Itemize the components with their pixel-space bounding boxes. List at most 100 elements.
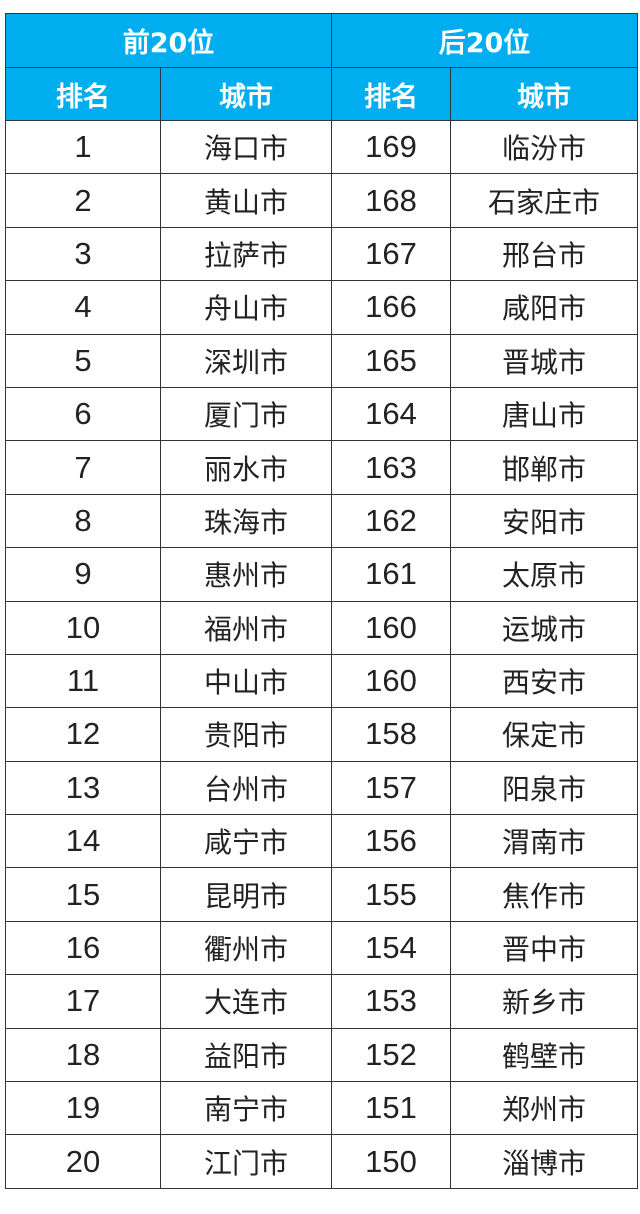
table-row: 18 益阳市 152 鹤壁市 bbox=[5, 1027, 639, 1083]
bottom-rank-cell: 160 bbox=[331, 653, 452, 709]
top-20-header: 前20位 bbox=[4, 13, 333, 68]
bottom-rank-cell: 155 bbox=[331, 867, 452, 922]
top-rank-cell: 1 bbox=[5, 119, 161, 175]
table-row: 17 大连市 153 新乡市 bbox=[5, 974, 639, 1029]
top-rank-cell: 12 bbox=[5, 707, 161, 762]
city-ranking-table: 前20位 后20位 排名 城市 排名 城市 1 海口市 169 临汾市 2 黄山市 168 石… bbox=[4, 13, 639, 1189]
table-row: 8 珠海市 162 安阳市 bbox=[5, 493, 639, 549]
top-city-cell: 益阳市 bbox=[159, 1027, 333, 1083]
bottom-city-cell: 新乡市 bbox=[450, 974, 639, 1029]
top-rank-cell: 11 bbox=[5, 653, 161, 709]
bottom-city-cell: 运城市 bbox=[450, 600, 639, 655]
top-city-cell: 江门市 bbox=[159, 1134, 333, 1189]
table-row: 4 舟山市 166 咸阳市 bbox=[5, 280, 639, 335]
bottom-rank-cell: 152 bbox=[331, 1027, 452, 1083]
bottom-city-cell: 郑州市 bbox=[450, 1081, 639, 1136]
bottom-city-cell: 渭南市 bbox=[450, 814, 639, 869]
table-row: 3 拉萨市 167 邢台市 bbox=[5, 226, 639, 282]
top-city-cell: 珠海市 bbox=[159, 493, 333, 549]
top-city-cell: 丽水市 bbox=[159, 440, 333, 495]
table-row: 1 海口市 169 临汾市 bbox=[5, 119, 639, 175]
bottom-city-cell: 安阳市 bbox=[450, 493, 639, 549]
bottom-city-cell: 西安市 bbox=[450, 653, 639, 709]
top-city-cell: 海口市 bbox=[159, 119, 333, 175]
top-city-cell: 台州市 bbox=[159, 760, 333, 816]
top-city-cell: 拉萨市 bbox=[159, 226, 333, 282]
top-city-cell: 黄山市 bbox=[159, 173, 333, 228]
bottom-rank-cell: 154 bbox=[331, 920, 452, 976]
top-rank-cell: 15 bbox=[5, 867, 161, 922]
bottom-city-cell: 晋城市 bbox=[450, 333, 639, 388]
top-city-cell: 贵阳市 bbox=[159, 707, 333, 762]
top-city-header: 城市 bbox=[159, 67, 333, 121]
bottom-city-cell: 保定市 bbox=[450, 707, 639, 762]
top-city-cell: 福州市 bbox=[159, 600, 333, 655]
bottom-20-header: 后20位 bbox=[331, 13, 639, 68]
table-row: 10 福州市 160 运城市 bbox=[5, 600, 639, 655]
bottom-rank-cell: 166 bbox=[331, 280, 452, 335]
top-city-cell: 大连市 bbox=[159, 974, 333, 1029]
bottom-rank-cell: 164 bbox=[331, 386, 452, 442]
top-rank-cell: 19 bbox=[5, 1081, 161, 1136]
bottom-city-cell: 临汾市 bbox=[450, 119, 639, 175]
bottom-city-cell: 唐山市 bbox=[450, 386, 639, 442]
table-row: 20 江门市 150 淄博市 bbox=[5, 1134, 639, 1189]
table-row: 14 咸宁市 156 渭南市 bbox=[5, 814, 639, 869]
top-rank-cell: 18 bbox=[5, 1027, 161, 1083]
bottom-city-cell: 淄博市 bbox=[450, 1134, 639, 1189]
table-row: 19 南宁市 151 郑州市 bbox=[5, 1081, 639, 1136]
top-rank-cell: 20 bbox=[5, 1134, 161, 1189]
table-row: 13 台州市 157 阳泉市 bbox=[5, 760, 639, 816]
bottom-rank-cell: 161 bbox=[331, 547, 452, 602]
top-city-cell: 衢州市 bbox=[159, 920, 333, 976]
bottom-rank-cell: 169 bbox=[331, 119, 452, 175]
bottom-city-cell: 阳泉市 bbox=[450, 760, 639, 816]
table-row: 5 深圳市 165 晋城市 bbox=[5, 333, 639, 388]
top-city-cell: 昆明市 bbox=[159, 867, 333, 922]
bottom-rank-cell: 163 bbox=[331, 440, 452, 495]
bottom-rank-cell: 153 bbox=[331, 974, 452, 1029]
bottom-rank-cell: 157 bbox=[331, 760, 452, 816]
group-header-row: 前20位 后20位 bbox=[4, 13, 639, 68]
top-rank-header: 排名 bbox=[5, 67, 161, 121]
top-rank-cell: 16 bbox=[5, 920, 161, 976]
table-row: 9 惠州市 161 太原市 bbox=[5, 547, 639, 602]
bottom-rank-cell: 167 bbox=[331, 226, 452, 282]
top-rank-cell: 7 bbox=[5, 440, 161, 495]
bottom-rank-cell: 150 bbox=[331, 1134, 452, 1189]
bottom-rank-cell: 165 bbox=[331, 333, 452, 388]
top-city-cell: 咸宁市 bbox=[159, 814, 333, 869]
bottom-city-cell: 邯郸市 bbox=[450, 440, 639, 495]
column-header-row: 排名 城市 排名 城市 bbox=[5, 67, 639, 121]
top-rank-cell: 2 bbox=[5, 173, 161, 228]
bottom-rank-cell: 156 bbox=[331, 814, 452, 869]
top-rank-cell: 17 bbox=[5, 974, 161, 1029]
bottom-city-header: 城市 bbox=[450, 67, 639, 121]
table-row: 12 贵阳市 158 保定市 bbox=[5, 707, 639, 762]
bottom-rank-cell: 168 bbox=[331, 173, 452, 228]
table-row: 2 黄山市 168 石家庄市 bbox=[5, 173, 639, 228]
table-row: 6 厦门市 164 唐山市 bbox=[5, 386, 639, 442]
top-rank-cell: 8 bbox=[5, 493, 161, 549]
top-rank-cell: 14 bbox=[5, 814, 161, 869]
top-rank-cell: 13 bbox=[5, 760, 161, 816]
bottom-city-cell: 焦作市 bbox=[450, 867, 639, 922]
bottom-city-cell: 邢台市 bbox=[450, 226, 639, 282]
bottom-rank-cell: 162 bbox=[331, 493, 452, 549]
table-row: 16 衢州市 154 晋中市 bbox=[5, 920, 639, 976]
bottom-rank-cell: 160 bbox=[331, 600, 452, 655]
top-city-cell: 南宁市 bbox=[159, 1081, 333, 1136]
bottom-city-cell: 石家庄市 bbox=[450, 173, 639, 228]
bottom-city-cell: 晋中市 bbox=[450, 920, 639, 976]
bottom-rank-cell: 151 bbox=[331, 1081, 452, 1136]
top-rank-cell: 5 bbox=[5, 333, 161, 388]
top-city-cell: 中山市 bbox=[159, 653, 333, 709]
top-rank-cell: 3 bbox=[5, 226, 161, 282]
table-row: 7 丽水市 163 邯郸市 bbox=[5, 440, 639, 495]
top-city-cell: 舟山市 bbox=[159, 280, 333, 335]
bottom-rank-cell: 158 bbox=[331, 707, 452, 762]
bottom-city-cell: 太原市 bbox=[450, 547, 639, 602]
top-rank-cell: 4 bbox=[5, 280, 161, 335]
bottom-city-cell: 咸阳市 bbox=[450, 280, 639, 335]
bottom-rank-header: 排名 bbox=[331, 67, 452, 121]
